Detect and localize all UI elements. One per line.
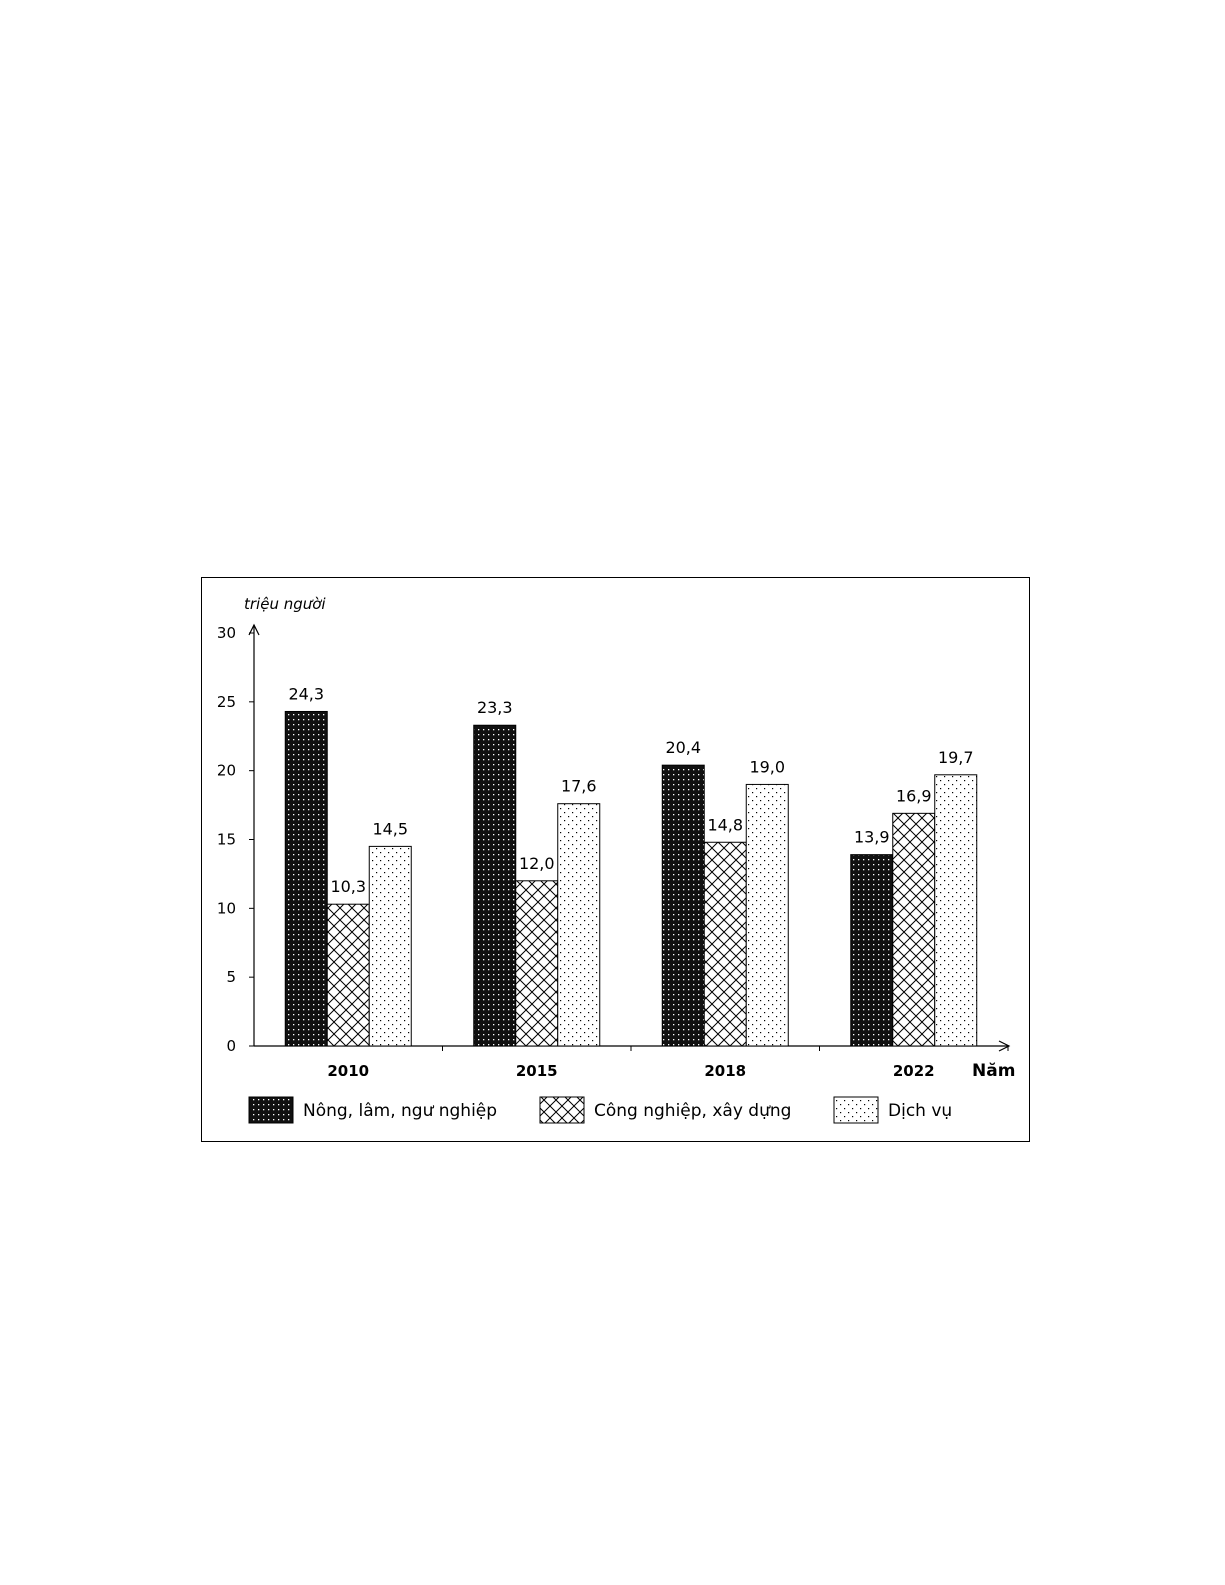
bars: 24,3 10,3 14,5 23,3 12,0 17,6 20,4 14,8 19,0 13,9… [284,684,978,1047]
bar [368,845,412,1047]
bar [557,803,601,1047]
bar [745,783,789,1047]
legend-swatch [539,1096,585,1124]
data-label: 14,8 [707,815,743,834]
data-label: 17,6 [561,777,597,796]
bar [515,880,559,1047]
legend-label: Nông, lâm, ngư nghiệp [303,1101,497,1121]
data-label: 19,0 [749,757,785,776]
axes: 0 5 10 15 20 25 30 2010 2015 2018 2022 [217,623,1011,1080]
y-tick-label: 15 [217,831,236,849]
y-tick-label: 30 [217,624,236,642]
data-label: 23,3 [477,698,513,717]
bar [661,764,705,1047]
legend-label: Dịch vụ [888,1101,952,1121]
data-label: 10,3 [330,877,366,896]
bar [284,710,328,1047]
y-tick-label: 25 [217,693,236,711]
bar [703,841,747,1047]
y-tick-label: 0 [226,1037,236,1055]
y-axis-label: triệu người [244,595,326,613]
bar-chart: triệu người Năm 0 5 10 15 20 25 30 2010 2015 2018… [217,595,1015,1124]
y-tick-label: 20 [217,762,236,780]
bar [934,774,978,1047]
data-label: 12,0 [519,854,555,873]
x-tick-label: 2015 [516,1062,558,1080]
legend: Nông, lâm, ngư nghiệp Công nghiệp, xây dự… [248,1096,952,1124]
x-tick-label: 2022 [893,1062,935,1080]
x-axis-arrow [998,1040,1011,1052]
data-label: 14,5 [372,819,408,838]
bar [850,854,894,1047]
bar [892,812,936,1047]
x-axis-label: Năm [972,1061,1015,1081]
legend-label: Công nghiệp, xây dựng [594,1101,791,1121]
data-label: 13,9 [854,828,890,847]
legend-swatch [248,1096,294,1124]
x-tick-label: 2010 [327,1062,369,1080]
y-tick-label: 5 [226,968,236,986]
y-axis-arrow [248,623,260,636]
bar [326,903,370,1047]
data-label: 16,9 [896,786,932,805]
bar [473,724,517,1047]
data-label: 19,7 [938,748,974,767]
x-tick-label: 2018 [704,1062,746,1080]
chart-frame: triệu người Năm 0 5 10 15 20 25 30 2010 2015 2018… [201,577,1030,1142]
y-tick-label: 10 [217,899,236,917]
legend-swatch [833,1096,879,1124]
data-label: 24,3 [288,684,324,703]
data-label: 20,4 [665,738,701,757]
